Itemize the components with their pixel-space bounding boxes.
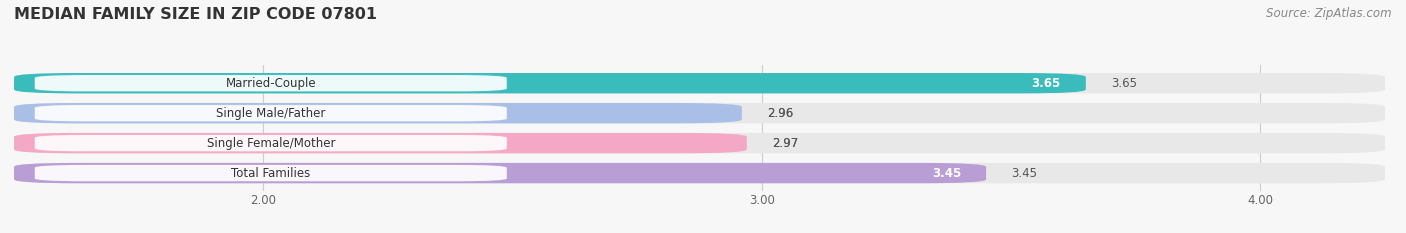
Text: Single Female/Mother: Single Female/Mother (207, 137, 335, 150)
FancyBboxPatch shape (34, 134, 508, 152)
Text: 3.65: 3.65 (1111, 77, 1136, 90)
FancyBboxPatch shape (14, 103, 1385, 123)
Text: Married-Couple: Married-Couple (225, 77, 316, 90)
Text: 3.45: 3.45 (1011, 167, 1038, 180)
Text: 3.45: 3.45 (932, 167, 962, 180)
FancyBboxPatch shape (34, 164, 508, 182)
FancyBboxPatch shape (14, 163, 986, 183)
Text: 3.65: 3.65 (1032, 77, 1062, 90)
FancyBboxPatch shape (14, 73, 1385, 93)
FancyBboxPatch shape (14, 73, 1085, 93)
FancyBboxPatch shape (14, 133, 1385, 153)
FancyBboxPatch shape (34, 104, 508, 122)
Text: Source: ZipAtlas.com: Source: ZipAtlas.com (1267, 7, 1392, 20)
Text: Single Male/Father: Single Male/Father (217, 107, 325, 120)
Text: 2.96: 2.96 (766, 107, 793, 120)
Text: 2.97: 2.97 (772, 137, 799, 150)
FancyBboxPatch shape (34, 74, 508, 92)
FancyBboxPatch shape (14, 133, 747, 153)
FancyBboxPatch shape (14, 163, 1385, 183)
Text: 2.96: 2.96 (766, 107, 793, 120)
FancyBboxPatch shape (14, 103, 742, 123)
Text: Total Families: Total Families (231, 167, 311, 180)
Text: MEDIAN FAMILY SIZE IN ZIP CODE 07801: MEDIAN FAMILY SIZE IN ZIP CODE 07801 (14, 7, 377, 22)
Text: 2.97: 2.97 (772, 137, 799, 150)
